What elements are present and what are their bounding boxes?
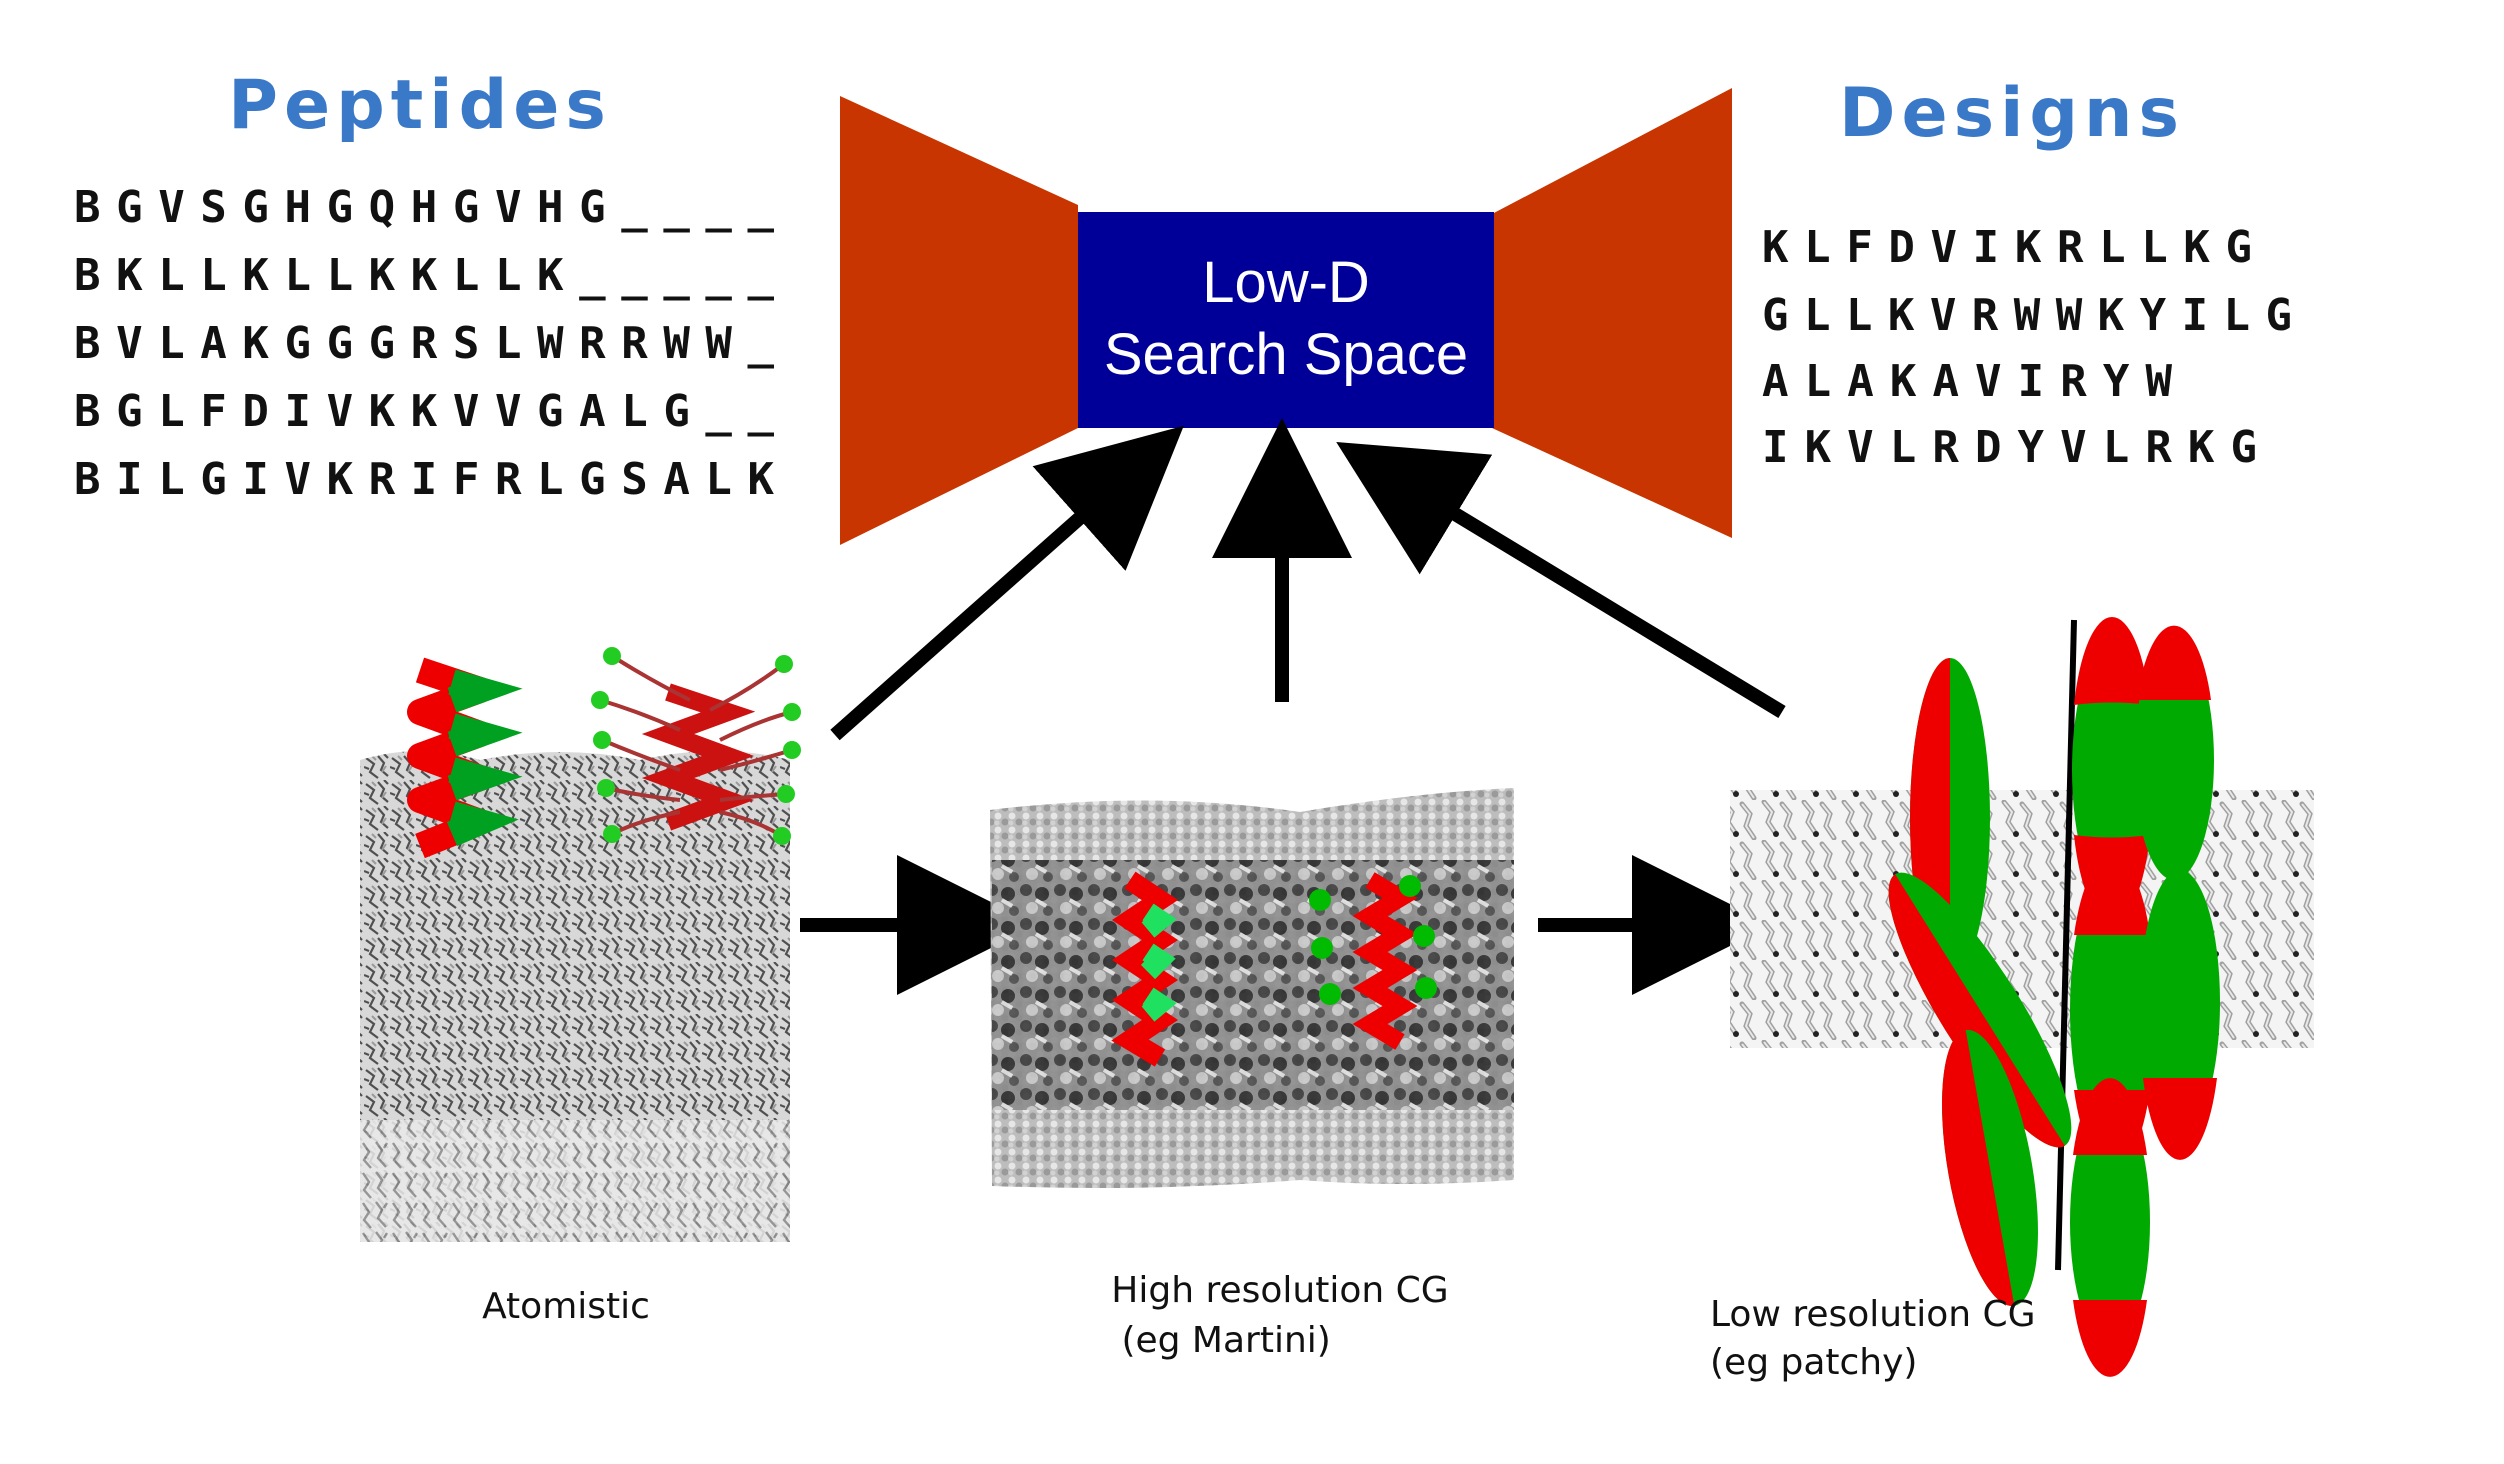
high-res-label-line2: (eg Martini) — [1110, 1320, 1331, 1361]
martini-peptide-right — [1309, 872, 1437, 1050]
low-res-label-line1: Low resolution CG — [1710, 1294, 2036, 1335]
search-space-line2: Search Space — [1104, 322, 1468, 387]
peptide-sequence: BKLLKLLKKLLK_____ — [74, 250, 775, 301]
design-sequence: ALAKAVIRYW — [1762, 356, 2173, 407]
peptide-sequence: BGLFDIVKKVVGALG__ — [74, 386, 775, 437]
low-d-search-space-box — [1078, 212, 1494, 428]
designs-title: Designs — [1839, 74, 2185, 153]
design-sequence: IKVLRDYVLRKG — [1762, 422, 2257, 473]
peptide-sequence: BILGIVKRIFRLGSALK — [74, 454, 775, 505]
peptide-sequence: BVLAKGGGRSLWRRWW_ — [74, 318, 775, 369]
high-res-label-line1: High resolution CG — [1111, 1270, 1448, 1311]
arrows-to-latent — [830, 418, 1786, 741]
arrow-atomistic-to-latent — [830, 425, 1184, 741]
patchy-membrane-image — [1730, 616, 2314, 1377]
patchy-particle — [2134, 625, 2214, 880]
martini-membrane-image — [990, 788, 1514, 1188]
peptide-sequence: BGVSGHGQHGVHG____ — [74, 182, 775, 233]
design-sequence-list: KLFDVIKRLLKG GLLKVRWWKYILG ALAKAVIRYW IK… — [1762, 222, 2292, 473]
design-sequence: GLLKVRWWKYILG — [1762, 290, 2292, 341]
autoencoder-bowtie: Low-D Search Space — [840, 88, 1732, 545]
membrane-normal-line — [2055, 619, 2077, 1271]
helix-peptide — [407, 657, 523, 859]
design-sequence: KLFDVIKRLLKG — [1762, 222, 2252, 273]
patchy-particle — [1888, 872, 2072, 1148]
encoder-funnel — [840, 96, 1078, 545]
low-res-label-line2: (eg patchy) — [1710, 1342, 1917, 1383]
martini-peptide-left — [1111, 871, 1179, 1067]
arrow-lowres-to-latent — [1336, 441, 1786, 718]
atomistic-membrane-image — [360, 647, 801, 1242]
helix-with-tails — [591, 647, 801, 845]
patchy-particle — [2070, 1078, 2150, 1377]
search-space-line1: Low-D — [1202, 250, 1370, 315]
patchy-particle — [1942, 1029, 2038, 1307]
atomistic-label: Atomistic — [482, 1286, 650, 1327]
patchy-particle — [2140, 870, 2220, 1160]
peptides-title: Peptides — [228, 66, 612, 145]
decoder-funnel — [1492, 88, 1732, 538]
peptide-sequence-list: BGVSGHGQHGVHG____ BKLLKLLKKLLK_____ BVLA… — [74, 182, 775, 505]
